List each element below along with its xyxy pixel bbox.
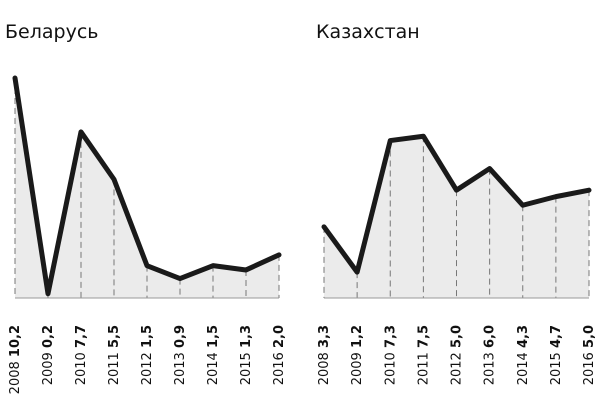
- line: [12, 75, 282, 297]
- value-label: 5,5: [107, 325, 122, 348]
- year: 2009: [41, 352, 56, 385]
- value-label: 0,2: [41, 325, 56, 348]
- value-label: 1,2: [350, 325, 365, 348]
- year: 2016: [582, 352, 597, 385]
- value-label: 1,5: [140, 325, 155, 348]
- x-tick-label: 2010 7,7: [74, 325, 89, 385]
- year: 2010: [74, 352, 89, 385]
- year: 2011: [107, 352, 122, 385]
- year: 2008: [8, 361, 23, 394]
- year: 2012: [140, 352, 155, 385]
- x-tick-label: 2013 6,0: [482, 325, 497, 385]
- x-tick-label: 2015 1,3: [239, 325, 254, 385]
- year: 2015: [548, 352, 563, 385]
- x-tick-label: 2009 1,2: [350, 325, 365, 385]
- year: 2012: [449, 352, 464, 385]
- x-tick-label: 2010 7,3: [383, 325, 398, 385]
- value-label: 5,0: [449, 325, 464, 348]
- x-tick-label: 2012 1,5: [140, 325, 155, 385]
- year: 2013: [173, 352, 188, 385]
- value-label: 2,0: [272, 325, 287, 348]
- x-tick-label: 2012 5,0: [449, 325, 464, 385]
- x-tick-label: 2011 5,5: [107, 325, 122, 385]
- x-tick-label: 2011 7,5: [416, 325, 431, 385]
- x-tick-label: 2013 0,9: [173, 325, 188, 385]
- year: 2013: [482, 352, 497, 385]
- value-label: 4,3: [515, 325, 530, 348]
- value-label: 0,9: [173, 325, 188, 348]
- value-label: 7,7: [74, 325, 89, 348]
- year: 2010: [383, 352, 398, 385]
- chart-title: Беларусь: [5, 21, 98, 43]
- chart-title: Казахстан: [316, 21, 420, 43]
- year: 2014: [206, 352, 221, 385]
- x-tick-label: 2014 4,3: [515, 325, 530, 385]
- x-tick-label: 2014 1,5: [206, 325, 221, 385]
- year: 2009: [350, 352, 365, 385]
- year: 2016: [272, 352, 287, 385]
- x-tick-label: 2015 4,7: [548, 325, 563, 385]
- year: 2015: [239, 352, 254, 385]
- line: [321, 133, 592, 275]
- value-label: 6,0: [482, 325, 497, 348]
- value-label: 1,3: [239, 325, 254, 348]
- value-label: 7,5: [416, 325, 431, 348]
- x-tick-label: 2008 10,2: [8, 325, 23, 394]
- x-tick-label: 2016 2,0: [272, 325, 287, 385]
- value-label: 10,2: [8, 325, 23, 357]
- x-tick-label: 2016 5,0: [582, 325, 597, 385]
- value-label: 3,3: [317, 325, 332, 348]
- value-label: 4,7: [548, 325, 563, 348]
- year: 2014: [515, 352, 530, 385]
- year: 2008: [317, 352, 332, 385]
- x-tick-label: 2008 3,3: [317, 325, 332, 385]
- value-label: 5,0: [582, 325, 597, 348]
- value-label: 7,3: [383, 325, 398, 348]
- x-tick-label: 2009 0,2: [41, 325, 56, 385]
- year: 2011: [416, 352, 431, 385]
- value-label: 1,5: [206, 325, 221, 348]
